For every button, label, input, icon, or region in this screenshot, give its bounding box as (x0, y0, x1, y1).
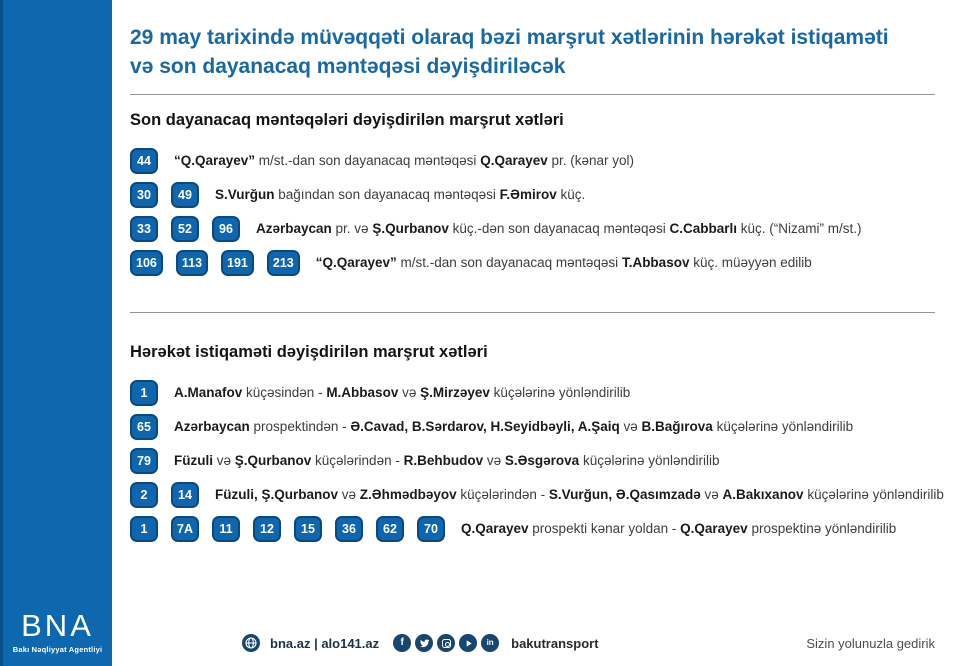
route-number-badge: 113 (175, 249, 209, 276)
route-row: 1 A.Manafov küçəsindən - M.Abbasov və Ş.M… (130, 379, 935, 406)
route-number-badge: 62 (376, 515, 404, 542)
route-number-badge: 11 (212, 515, 240, 542)
route-change-description: A.Manafov küçəsindən - M.Abbasov və Ş.Mi… (174, 385, 631, 401)
route-change-description: Azərbaycan prospektindən - Ə.Cavad, B.Sə… (174, 419, 854, 435)
route-number-badge: 70 (417, 515, 445, 542)
youtube-icon[interactable] (459, 634, 478, 652)
bna-logo: BNA Bakı Nəqliyyat Agentliyi (3, 610, 112, 654)
route-number-badge: 36 (335, 515, 363, 542)
route-number-badge: 30 (130, 181, 158, 208)
route-number-badge: 2 (130, 481, 158, 508)
route-row: 106 113 191 213 “Q.Qarayev” m/st.-dan son da… (130, 249, 935, 276)
route-number-badge: 191 (221, 249, 254, 276)
route-change-description: Füzuli və Ş.Qurbanov küçələrindən - R.Be… (174, 453, 720, 469)
linkedin-icon[interactable]: in (481, 634, 500, 652)
section-heading: Hərəkət istiqaməti dəyişdirilən marşrut … (130, 342, 488, 361)
route-row: 65 Azərbaycan prospektindən - Ə.Cavad, B.… (130, 413, 935, 440)
route-number-badge: 96 (212, 215, 240, 242)
announcement-content: 29 may tarixində müvəqqəti olaraq bəzi m… (112, 0, 960, 666)
brand-sidebar: BNA Bakı Nəqliyyat Agentliyi (0, 0, 112, 666)
route-number-badge: 12 (253, 515, 281, 542)
route-row: 2 14 Füzuli, Ş.Qurbanov və Z.Əhmədbəyov kü… (130, 481, 944, 508)
footer: bna.az | alo141.az f in bakutransport Si… (242, 634, 935, 652)
route-number-badge: 44 (130, 147, 158, 174)
route-rows: 44 “Q.Qarayev” m/st.-dan son dayanacaq mə… (130, 147, 935, 276)
route-number-badge: 1 (130, 379, 158, 406)
route-sections: Son dayanacaq məntəqələri dəyişdirilən m… (130, 110, 944, 542)
instagram-icon[interactable] (437, 634, 456, 652)
twitter-icon[interactable] (415, 634, 434, 652)
route-number-badge: 15 (294, 515, 322, 542)
route-row: 44 “Q.Qarayev” m/st.-dan son dayanacaq mə… (130, 147, 935, 174)
route-number-badge: 14 (171, 481, 199, 508)
website-and-hotline[interactable]: bna.az | alo141.az (270, 635, 380, 651)
route-row: 1 7A 11 12 15 36 62 70 Q.Qarayev prospekti kənar… (130, 515, 935, 542)
route-change-description: Füzuli, Ş.Qurbanov və Z.Əhmədbəyov küçəl… (215, 487, 944, 503)
route-number-badge: 65 (130, 413, 158, 440)
footer-tagline: Sizin yolunuzla gedirik (806, 635, 935, 651)
route-change-description: Azərbaycan pr. və Ş.Qurbanov küç.-dən so… (256, 221, 862, 237)
route-rows: 1 A.Manafov küçəsindən - M.Abbasov və Ş.M… (130, 379, 944, 542)
route-number-badge: 79 (130, 447, 158, 474)
section-heading: Son dayanacaq məntəqələri dəyişdirilən m… (130, 110, 564, 129)
bna-logo-text: BNA (21, 608, 94, 643)
route-number-badge: 1 (130, 515, 158, 542)
page-title: 29 may tarixində müvəqqəti olaraq bəzi m… (130, 26, 889, 78)
route-number-badge: 106 (130, 249, 163, 276)
route-number-badge: 7A (171, 515, 199, 542)
bna-logo-subtitle: Bakı Nəqliyyat Agentliyi (12, 645, 103, 654)
route-row: 33 52 96 Azərbaycan pr. və Ş.Qurbanov küç.-… (130, 215, 935, 242)
route-number-badge: 49 (171, 181, 199, 208)
route-row: 30 49 S.Vurğun bağından son dayanacaq mənt… (130, 181, 935, 208)
social-handle[interactable]: bakutransport (511, 635, 599, 651)
route-number-badge: 213 (266, 249, 300, 276)
route-number-badge: 52 (171, 215, 199, 242)
route-change-description: S.Vurğun bağından son dayanacaq məntəqəs… (215, 187, 586, 203)
title-divider (130, 93, 935, 95)
route-change-description: Q.Qarayev prospekti kənar yoldan - Q.Qar… (461, 521, 897, 537)
route-change-description: “Q.Qarayev” m/st.-dan son dayanacaq mənt… (315, 255, 812, 271)
route-row: 79 Füzuli və Ş.Qurbanov küçələrindən - R.… (130, 447, 935, 474)
section-divider (130, 311, 935, 313)
globe-icon[interactable] (242, 634, 260, 652)
facebook-icon[interactable]: f (393, 634, 412, 652)
route-number-badge: 33 (130, 215, 158, 242)
route-change-description: “Q.Qarayev” m/st.-dan son dayanacaq mənt… (174, 153, 635, 169)
